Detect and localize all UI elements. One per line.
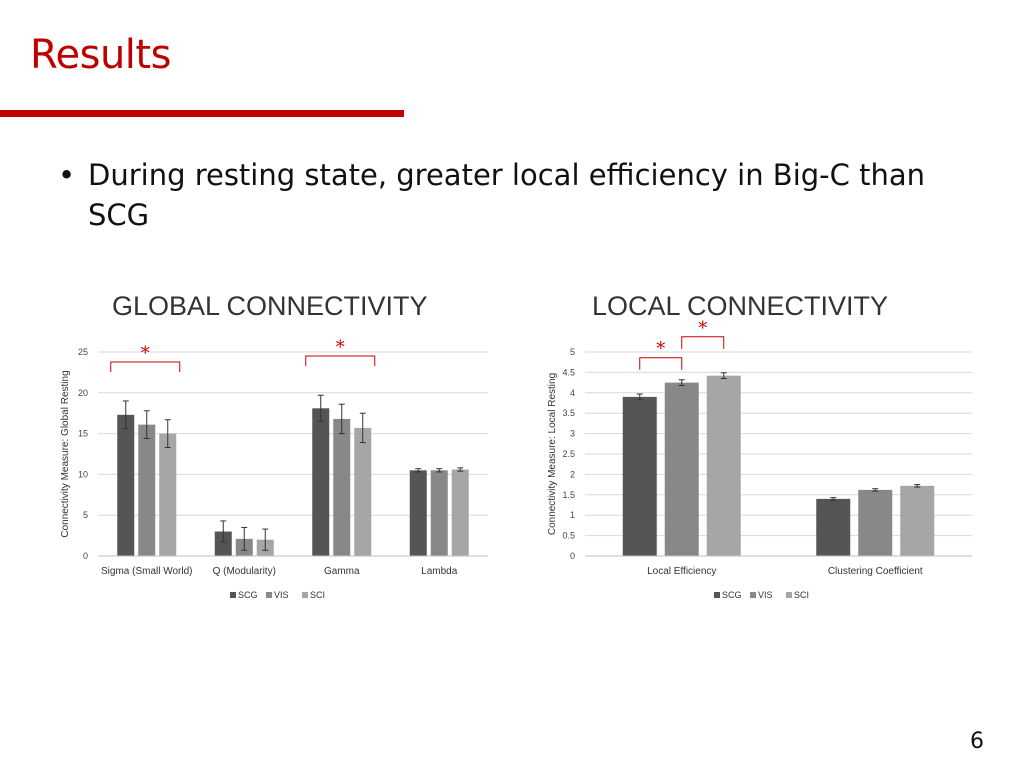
global-y-tick-label: 25	[78, 347, 88, 357]
global-legend-swatch-scg	[230, 592, 236, 598]
global-bar-scg-sigma-small-world	[117, 414, 135, 556]
local-y-tick-label: 0.5	[562, 531, 575, 541]
local-bar-sci-clustering-coefficient	[900, 485, 935, 556]
global-y-tick-label: 5	[83, 510, 88, 520]
slide-title: Results	[30, 32, 171, 78]
local-y-tick-label: 4	[570, 388, 575, 398]
local-y-tick-label: 4.5	[562, 367, 575, 377]
local-legend-label-scg: SCG	[722, 590, 742, 600]
global-legend-label-sci: SCI	[310, 590, 325, 600]
global-category-label-lambda: Lambda	[421, 566, 458, 577]
local-bar-scg-clustering-coefficient	[816, 498, 851, 556]
global-bar-sci-sigma-small-world	[159, 433, 177, 556]
title-underline	[0, 110, 404, 117]
local-significance-bracket	[681, 336, 725, 349]
global-y-tick-label: 0	[83, 551, 88, 561]
local-y-tick-label: 5	[570, 347, 575, 357]
global-bar-scg-gamma	[312, 408, 330, 556]
local-chart-title: LOCAL CONNECTIVITY	[592, 291, 888, 321]
local-y-tick-label: 3.5	[562, 408, 575, 418]
global-legend-label-scg: SCG	[238, 590, 258, 600]
global-category-label-q-modularity: Q (Modularity)	[213, 566, 276, 577]
local-legend-label-vis: VIS	[758, 590, 773, 600]
global-bar-scg-q-modularity	[214, 531, 232, 556]
page-number: 6	[970, 729, 984, 754]
global-significance-star: *	[141, 343, 150, 364]
global-bar-vis-sigma-small-world	[138, 424, 156, 556]
global-y-tick-label: 10	[78, 469, 88, 479]
local-y-tick-label: 2	[570, 469, 575, 479]
global-bar-vis-gamma	[333, 418, 351, 556]
local-significance-star: *	[698, 318, 707, 339]
local-bar-vis-local-efficiency	[664, 382, 699, 556]
global-category-label-sigma-small-world: Sigma (Small World)	[101, 566, 193, 577]
local-y-tick-label: 2.5	[562, 449, 575, 459]
global-bar-sci-gamma	[354, 427, 372, 556]
global-bar-sci-lambda	[451, 469, 469, 556]
global-bar-scg-lambda	[409, 470, 427, 556]
local-legend-swatch-scg	[714, 592, 720, 598]
global-chart-title: GLOBAL CONNECTIVITY	[112, 291, 428, 321]
global-significance-bracket	[110, 361, 181, 372]
local-y-tick-label: 1.5	[562, 490, 575, 500]
local-significance-bracket	[639, 357, 683, 370]
global-legend-swatch-vis	[266, 592, 272, 598]
local-bar-sci-local-efficiency	[706, 375, 741, 556]
local-legend-swatch-vis	[750, 592, 756, 598]
local-bar-scg-local-efficiency	[622, 396, 657, 556]
global-y-tick-label: 15	[78, 429, 88, 439]
local-category-label-local-efficiency: Local Efficiency	[647, 566, 716, 577]
bullet-text: During resting state, greater local effi…	[88, 158, 925, 232]
global-bar-vis-lambda	[430, 470, 448, 556]
local-legend-swatch-sci	[786, 592, 792, 598]
global-legend-swatch-sci	[302, 592, 308, 598]
local-y-axis-label: Connectivity Measure: Local Resting	[547, 373, 558, 535]
global-y-axis-label: Connectivity Measure: Global Resting	[60, 370, 71, 537]
global-legend-label-vis: VIS	[274, 590, 289, 600]
local-y-tick-label: 1	[570, 510, 575, 520]
local-legend-label-sci: SCI	[794, 590, 809, 600]
global-significance-star: *	[336, 337, 345, 358]
global-y-tick-label: 20	[78, 388, 88, 398]
global-significance-bracket	[305, 355, 376, 366]
global-category-label-gamma: Gamma	[324, 566, 360, 577]
bullet-marker: •	[58, 158, 76, 192]
local-category-label-clustering-coefficient: Clustering Coefficient	[828, 566, 923, 577]
local-bar-vis-clustering-coefficient	[858, 489, 893, 556]
local-y-tick-label: 0	[570, 551, 575, 561]
local-significance-star: *	[656, 339, 665, 360]
local-y-tick-label: 3	[570, 429, 575, 439]
